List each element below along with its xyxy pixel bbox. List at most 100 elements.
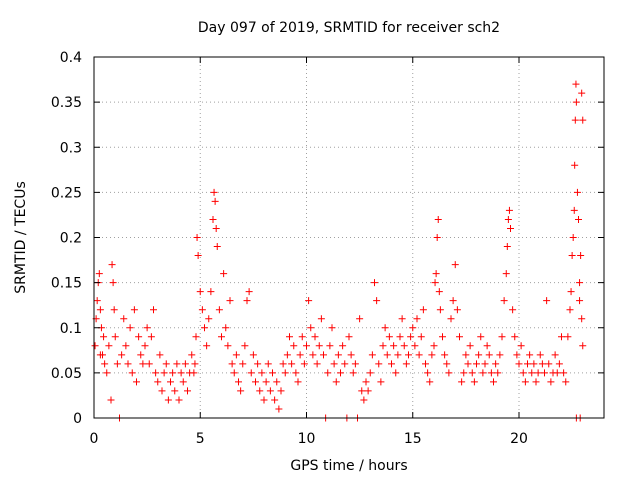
data-point — [373, 297, 381, 305]
data-point — [237, 387, 245, 395]
data-point — [560, 369, 568, 377]
data-point — [96, 351, 104, 359]
data-point — [179, 378, 187, 386]
data-point — [126, 324, 134, 332]
data-point — [528, 369, 536, 377]
data-point — [513, 351, 521, 359]
data-point — [130, 306, 138, 314]
data-point — [292, 369, 300, 377]
data-point — [156, 351, 164, 359]
data-point — [239, 360, 247, 368]
y-tick-label: 0.3 — [60, 140, 82, 156]
data-point — [572, 98, 580, 106]
data-point — [262, 378, 270, 386]
y-tick-label: 0.4 — [60, 50, 82, 66]
data-point — [122, 342, 130, 350]
data-point — [487, 369, 495, 377]
data-point — [193, 234, 201, 241]
data-point — [171, 387, 179, 395]
data-point — [396, 333, 404, 341]
data-point — [211, 197, 219, 205]
data-point — [362, 378, 370, 386]
data-point — [466, 342, 474, 350]
data-point — [137, 351, 145, 359]
data-point — [449, 297, 457, 305]
data-point — [402, 360, 410, 368]
data-point — [576, 297, 584, 305]
data-points — [91, 80, 587, 422]
data-point — [496, 351, 504, 359]
data-point — [417, 333, 425, 341]
data-point — [296, 351, 304, 359]
data-point — [95, 270, 103, 278]
data-point — [385, 333, 393, 341]
data-point — [534, 369, 542, 377]
data-point — [345, 333, 353, 341]
x-tick-label: 5 — [196, 431, 205, 447]
data-point — [317, 315, 325, 323]
data-point — [502, 270, 510, 278]
data-point — [458, 378, 466, 386]
data-point — [169, 369, 177, 377]
data-point — [479, 369, 487, 377]
y-axis-label: SRMTID / TECUs — [13, 181, 29, 294]
y-tick-label: 0.15 — [51, 276, 82, 292]
data-point — [526, 351, 534, 359]
data-point — [105, 342, 113, 350]
data-point — [567, 288, 575, 296]
data-point — [167, 378, 174, 386]
data-point — [473, 360, 480, 368]
data-point — [209, 215, 217, 223]
data-point — [398, 315, 406, 323]
data-point — [256, 387, 264, 395]
data-point — [468, 369, 476, 377]
data-point — [264, 360, 272, 368]
data-point — [555, 360, 563, 368]
data-point — [213, 243, 221, 251]
y-tick-label: 0 — [73, 411, 82, 427]
data-point — [515, 360, 523, 368]
data-point — [572, 80, 580, 88]
data-point — [212, 224, 220, 232]
data-point — [141, 342, 149, 350]
data-point — [328, 324, 336, 332]
data-point — [273, 378, 281, 386]
data-point — [118, 351, 126, 359]
data-point — [445, 369, 453, 377]
data-point — [377, 378, 385, 386]
data-point — [409, 324, 417, 332]
data-point — [490, 378, 497, 386]
data-point — [441, 351, 449, 359]
data-point — [222, 324, 230, 332]
data-point — [315, 342, 323, 350]
data-point — [483, 342, 491, 350]
data-point — [538, 360, 546, 368]
data-point — [266, 387, 274, 395]
data-point — [447, 315, 455, 323]
data-point — [145, 360, 153, 368]
data-point — [507, 224, 514, 232]
data-point — [475, 351, 483, 359]
data-point — [277, 387, 285, 395]
y-tick-label: 0.05 — [51, 366, 82, 382]
data-point — [164, 396, 172, 404]
data-point — [252, 378, 259, 386]
data-point — [283, 351, 291, 359]
data-point — [430, 342, 438, 350]
data-point — [541, 369, 548, 377]
data-point — [107, 396, 115, 404]
data-point — [576, 279, 584, 287]
data-point — [279, 360, 287, 368]
data-point — [492, 360, 500, 368]
data-point — [135, 333, 143, 341]
data-point — [281, 369, 289, 377]
data-point — [101, 360, 109, 368]
data-point — [307, 324, 315, 332]
data-point — [341, 360, 349, 368]
data-point — [577, 252, 585, 260]
data-point — [434, 215, 442, 223]
data-point — [428, 351, 436, 359]
chart-title: Day 097 of 2019, SRMTID for receiver sch… — [198, 20, 500, 36]
data-point — [198, 306, 206, 314]
